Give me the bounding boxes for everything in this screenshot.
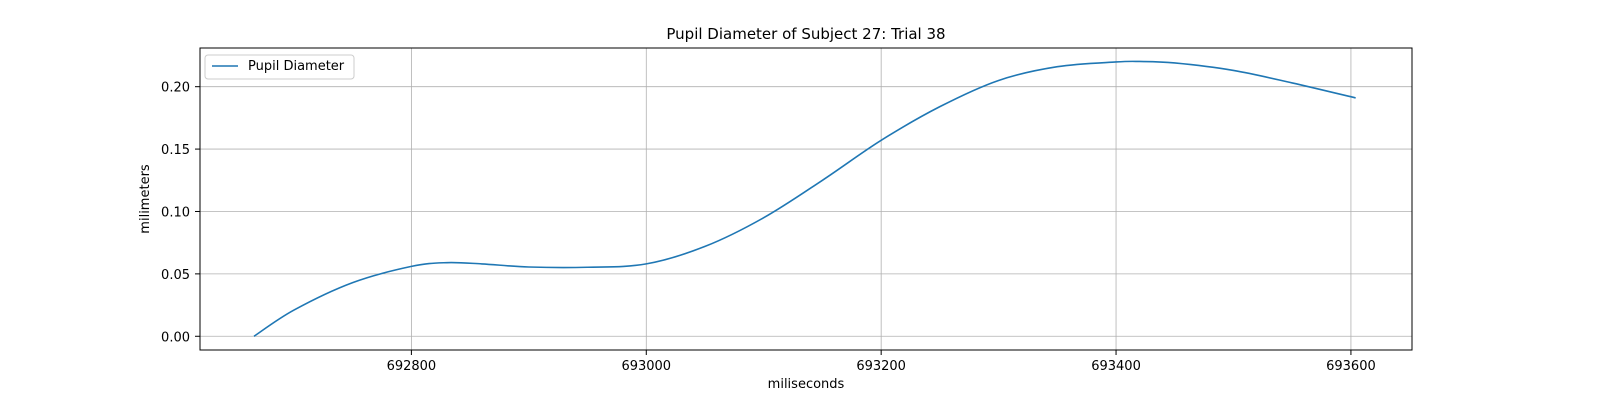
legend-label: Pupil Diameter <box>248 59 345 74</box>
data-point <box>881 140 882 141</box>
series-line-pupil-diameter <box>253 60 1356 337</box>
data-point <box>704 246 705 247</box>
data-point <box>528 266 529 267</box>
x-tick-label: 693200 <box>856 359 906 374</box>
data-point <box>1057 66 1058 67</box>
y-tick-label: 0.10 <box>161 205 190 220</box>
x-tick-label: 692800 <box>387 359 437 374</box>
grid-lines <box>200 48 1412 350</box>
y-axis-label: milimeters <box>138 164 153 234</box>
y-tick-label: 0.20 <box>161 81 190 96</box>
data-point <box>481 263 482 264</box>
plot-frame <box>199 47 1413 351</box>
data-point <box>1174 62 1175 63</box>
data-point <box>822 180 823 181</box>
data-point <box>998 80 999 81</box>
series-layer <box>253 60 1356 337</box>
x-axis-label: miliseconds <box>768 377 845 392</box>
data-point <box>1233 70 1234 71</box>
axis-ticks: 692800 693000 693200 693400 693600 0.00 0.05 0.… <box>161 81 1376 374</box>
data-point <box>1139 61 1140 62</box>
legend-box <box>204 54 355 80</box>
x-tick-label: 693000 <box>621 359 671 374</box>
y-tick-label: 0.05 <box>161 268 190 283</box>
data-point <box>1355 97 1356 98</box>
data-point <box>1292 82 1293 83</box>
x-tick-label: 693600 <box>1326 359 1376 374</box>
data-point <box>939 106 940 107</box>
y-tick-label: 0.15 <box>161 143 190 158</box>
data-point <box>763 217 764 218</box>
y-tick-label: 0.00 <box>161 330 190 345</box>
data-point <box>1115 61 1116 62</box>
data-point <box>587 267 588 268</box>
data-point <box>446 262 447 263</box>
data-point <box>253 336 254 337</box>
data-point <box>352 282 353 283</box>
chart-title: Pupil Diameter of Subject 27: Trial 38 <box>666 25 945 43</box>
x-tick-label: 693400 <box>1091 359 1141 374</box>
legend: Pupil Diameter <box>204 54 355 80</box>
data-point <box>293 309 294 310</box>
data-point <box>646 263 647 264</box>
data-point <box>411 266 412 267</box>
